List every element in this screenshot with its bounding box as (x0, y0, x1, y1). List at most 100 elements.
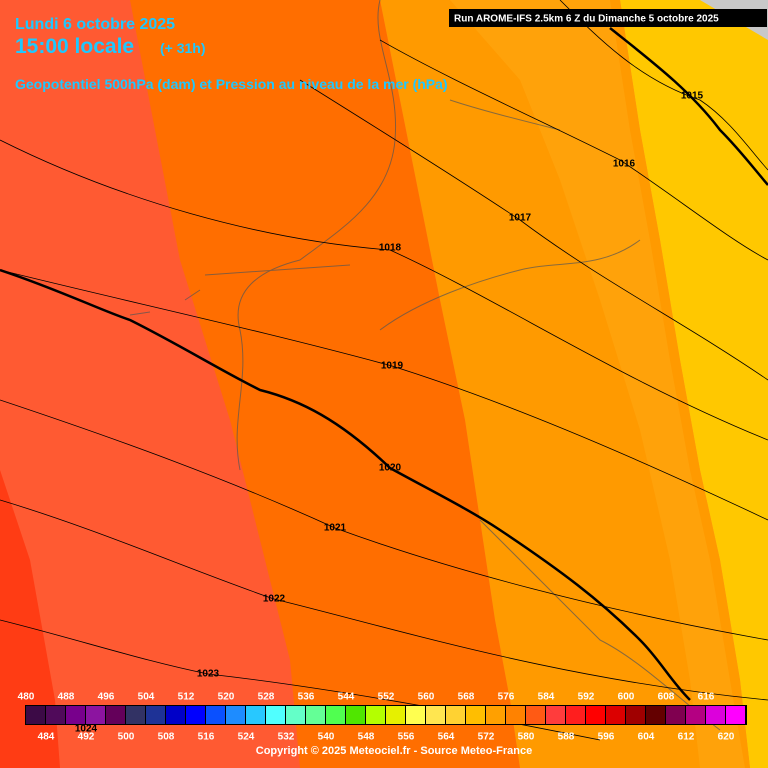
scale-label: 556 (398, 732, 415, 743)
scale-label: 540 (318, 732, 335, 743)
scale-swatch (86, 706, 105, 724)
isobar-label: 1020 (379, 463, 402, 474)
scale-swatch (306, 706, 325, 724)
scale-swatch (486, 706, 505, 724)
scale-label: 600 (618, 692, 635, 703)
scale-label: 612 (678, 732, 695, 743)
scale-label: 484 (38, 732, 55, 743)
scale-swatch (126, 706, 145, 724)
band (380, 0, 750, 768)
scale-label: 596 (598, 732, 615, 743)
isobar-main (0, 268, 691, 701)
scale-swatch (106, 706, 125, 724)
band (450, 0, 745, 768)
scale-swatch (366, 706, 385, 724)
band (130, 0, 520, 768)
scale-label: 552 (378, 692, 395, 703)
scale-label: 568 (458, 692, 475, 703)
isobar-label: 1022 (263, 594, 286, 605)
time: 15:00 locale (15, 35, 134, 58)
scale-swatch (426, 706, 445, 724)
date: Lundi 6 octobre 2025 (15, 16, 175, 33)
isobar-label: 1024 (75, 724, 98, 735)
isobar-main (609, 27, 768, 186)
scale-swatch (726, 706, 745, 724)
scale-swatch (206, 706, 225, 724)
scale-swatch (586, 706, 605, 724)
scale-swatch (246, 706, 265, 724)
scale-label: 520 (218, 692, 235, 703)
scale-label: 588 (558, 732, 575, 743)
scale-label: 532 (278, 732, 295, 743)
run-box (449, 9, 767, 27)
scale-swatch (406, 706, 425, 724)
scale-label: 616 (698, 692, 715, 703)
scale-swatch (446, 706, 465, 724)
scale-swatch (66, 706, 85, 724)
scale-label: 508 (158, 732, 175, 743)
scale-label: 512 (178, 692, 195, 703)
scale-label: 548 (358, 732, 375, 743)
scale-label: 580 (518, 732, 535, 743)
scale-label: 536 (298, 692, 315, 703)
isobar-labels: 1015 1016 1017 1018 1019 1020 1021 1022 1023 1024 (75, 91, 704, 735)
scale-swatch (706, 706, 725, 724)
scale-label: 572 (478, 732, 495, 743)
band (620, 0, 768, 768)
scale-swatch (686, 706, 705, 724)
scale-swatch (26, 706, 45, 724)
scale-swatch (386, 706, 405, 724)
scale-label: 492 (78, 732, 95, 743)
scale-swatch (606, 706, 625, 724)
scale-swatch (166, 706, 185, 724)
isobar-label: 1019 (381, 361, 404, 372)
scale-label: 608 (658, 692, 675, 703)
isobar-label: 1015 (681, 91, 704, 102)
scale-label: 576 (498, 692, 515, 703)
scale-swatch (146, 706, 165, 724)
scale-swatch (526, 706, 545, 724)
scale-label: 516 (198, 732, 215, 743)
scale-swatch (346, 706, 365, 724)
scale-label: 604 (638, 732, 655, 743)
scale-swatch (646, 706, 665, 724)
borders (129, 0, 721, 731)
product: Geopotentiel 500hPa (dam) et Pression au… (15, 76, 448, 92)
isobar-label: 1018 (379, 243, 402, 254)
lead: (+ 31h) (160, 40, 206, 56)
scale-swatch (506, 706, 525, 724)
scale-label: 620 (718, 732, 735, 743)
scale-swatch (226, 706, 245, 724)
color-scale: 480 484 488 492 496 500 504 508 512 516 520 524 528 5… (18, 692, 747, 743)
isobar-label: 1017 (509, 213, 532, 224)
scale-label: 560 (418, 692, 435, 703)
scale-label: 592 (578, 692, 595, 703)
scale-label: 496 (98, 692, 115, 703)
band (0, 470, 60, 768)
copyright: Copyright © 2025 Meteociel.fr - Source M… (256, 745, 532, 757)
scale-label: 480 (18, 692, 35, 703)
scale-swatch (266, 706, 285, 724)
scale-swatch (546, 706, 565, 724)
run: Run AROME-IFS 2.5km 6 Z du Dimanche 5 oc… (454, 14, 719, 25)
scale-label: 504 (138, 692, 155, 703)
isobar-label: 1021 (324, 523, 347, 534)
scale-swatch (286, 706, 305, 724)
scale-swatch (186, 706, 205, 724)
scale-swatch (326, 706, 345, 724)
scale-label: 488 (58, 692, 75, 703)
scale-label: 524 (238, 732, 255, 743)
scale-swatch (566, 706, 585, 724)
scale-swatch (46, 706, 65, 724)
scale-swatch (466, 706, 485, 724)
isobar-label: 1016 (613, 159, 636, 170)
scale-label: 584 (538, 692, 555, 703)
scale-swatch (626, 706, 645, 724)
scale-label: 500 (118, 732, 135, 743)
scale-label: 544 (338, 692, 355, 703)
isobar-label: 1023 (197, 669, 220, 680)
scale-label: 528 (258, 692, 275, 703)
scale-label: 564 (438, 732, 455, 743)
